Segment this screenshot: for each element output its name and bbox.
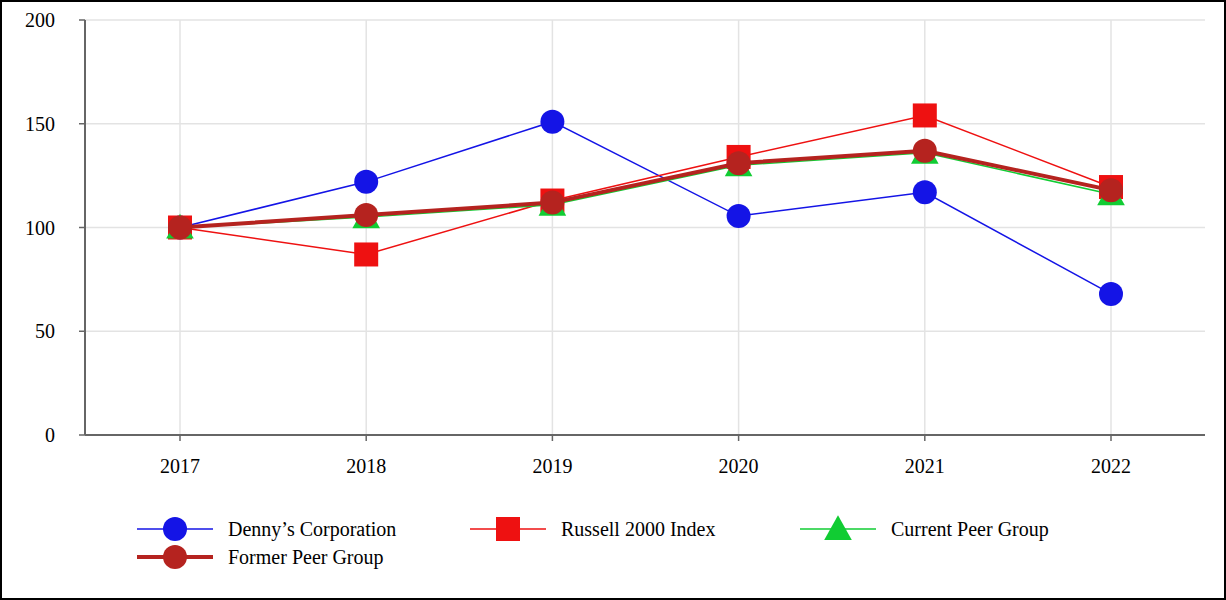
- data-marker: [168, 216, 192, 240]
- data-marker: [913, 139, 937, 163]
- y-grid-line: [85, 331, 1205, 333]
- data-marker: [168, 216, 192, 240]
- data-marker: [913, 180, 937, 204]
- x-tick-label: 2017: [160, 455, 200, 477]
- chart-root: 0 50 100 150 200 2017 2018 2019 2020 2021 2022 Denn…: [0, 0, 1226, 600]
- y-grid-line: [85, 123, 1205, 125]
- x-tick: [179, 435, 181, 441]
- y-tick-label: 50: [35, 320, 55, 342]
- y-tick-label: 0: [45, 424, 55, 446]
- legend-label: Russell 2000 Index: [561, 518, 715, 540]
- y-tick-label: 200: [25, 9, 55, 31]
- x-axis: [85, 434, 1205, 436]
- plot-area: [166, 103, 1125, 305]
- legend-label: Current Peer Group: [891, 518, 1049, 541]
- x-tick: [1110, 435, 1112, 441]
- data-marker: [354, 242, 378, 266]
- y-grid-line: [85, 227, 1205, 229]
- legend-entry: Denny’s Corporation: [137, 517, 396, 541]
- y-grid-line: [85, 19, 1205, 21]
- data-marker: [352, 203, 380, 228]
- legend-entry: Former Peer Group: [137, 545, 384, 569]
- y-tick: [79, 331, 85, 333]
- x-tick: [552, 435, 554, 441]
- data-marker: [354, 203, 378, 227]
- data-marker: [539, 191, 567, 216]
- series-line: [180, 122, 1111, 294]
- y-tick: [79, 227, 85, 229]
- data-marker: [1099, 282, 1123, 306]
- x-grid-line: [924, 20, 926, 435]
- frame: [1, 1, 1225, 599]
- y-tick: [79, 434, 85, 436]
- data-marker: [354, 170, 378, 194]
- legend-entry: Russell 2000 Index: [470, 517, 715, 541]
- y-grid-line: [85, 434, 1205, 436]
- x-grid-line: [552, 20, 554, 435]
- chart-svg: 0 50 100 150 200 2017 2018 2019 2020 2021 2022 Denn…: [0, 0, 1226, 600]
- data-marker: [540, 110, 564, 134]
- x-grid-line: [1110, 20, 1112, 435]
- data-marker: [911, 139, 939, 164]
- data-marker: [1099, 178, 1123, 202]
- data-marker: [725, 151, 753, 176]
- y-tick: [79, 123, 85, 125]
- y-tick-label: 100: [25, 217, 55, 239]
- x-tick-label: 2021: [905, 455, 945, 477]
- x-tick: [924, 435, 926, 441]
- legend-label: Former Peer Group: [228, 546, 384, 569]
- data-marker: [163, 517, 187, 541]
- x-tick-label: 2020: [719, 455, 759, 477]
- series-line: [180, 115, 1111, 254]
- x-tick-label: 2019: [532, 455, 572, 477]
- data-marker: [540, 191, 564, 215]
- x-tick: [738, 435, 740, 441]
- data-marker: [168, 216, 192, 240]
- x-tick: [365, 435, 367, 441]
- data-marker: [496, 517, 520, 541]
- data-marker: [163, 545, 187, 569]
- legend-label: Denny’s Corporation: [228, 518, 396, 541]
- data-marker: [727, 151, 751, 175]
- data-marker: [727, 204, 751, 228]
- y-tick: [79, 19, 85, 21]
- series-line: [180, 151, 1111, 228]
- x-tick-label: 2018: [346, 455, 386, 477]
- data-marker: [913, 103, 937, 127]
- x-tick-label: 2022: [1091, 455, 1131, 477]
- data-marker: [166, 214, 194, 239]
- y-tick-label: 150: [25, 113, 55, 135]
- data-marker: [824, 515, 852, 540]
- legend-entry: Current Peer Group: [800, 515, 1049, 541]
